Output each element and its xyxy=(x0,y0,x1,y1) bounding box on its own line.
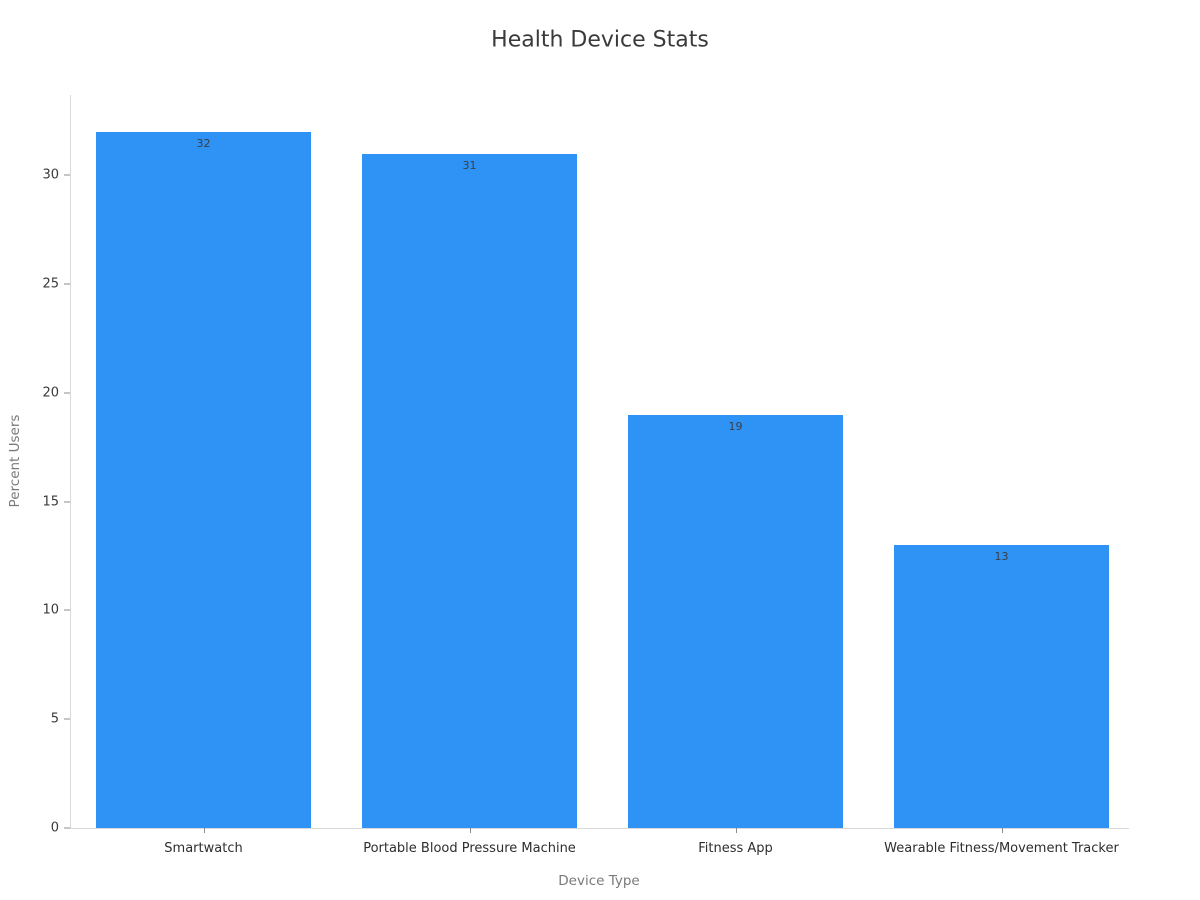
bar-value-label: 19 xyxy=(728,420,743,433)
y-tick-label: 0 xyxy=(50,820,59,836)
y-tick-mark xyxy=(64,283,70,285)
x-tick-label: Wearable Fitness/Movement Tracker xyxy=(884,841,1119,856)
bar xyxy=(628,415,843,828)
plot-area: 0 5 10 15 20 25 30 32 Smartwatch 31 Portable Blood… xyxy=(42,95,1129,856)
bar xyxy=(96,132,311,828)
x-tick-mark xyxy=(1001,828,1003,833)
y-tick-label: 30 xyxy=(42,167,59,183)
bar xyxy=(362,154,577,828)
y-tick-mark xyxy=(64,609,70,611)
y-tick-label: 15 xyxy=(42,494,59,510)
bar-value-label: 31 xyxy=(462,159,477,172)
y-tick-label: 20 xyxy=(42,385,59,401)
y-tick-label: 25 xyxy=(42,276,59,292)
bar-value-label: 13 xyxy=(994,550,1009,563)
y-tick-mark xyxy=(64,718,70,720)
y-tick-mark xyxy=(64,174,70,176)
x-tick-label: Portable Blood Pressure Machine xyxy=(363,841,576,856)
chart-title: Health Device Stats xyxy=(491,27,709,53)
y-tick-mark xyxy=(64,827,70,829)
bar-value-label: 32 xyxy=(196,137,211,150)
x-axis-title: Device Type xyxy=(558,873,640,889)
x-tick-mark xyxy=(203,828,205,833)
x-tick-label: Smartwatch xyxy=(164,841,243,856)
x-tick-mark xyxy=(469,828,471,833)
y-tick-mark xyxy=(64,501,70,503)
y-tick-label: 10 xyxy=(42,602,59,618)
x-tick-label: Fitness App xyxy=(698,841,773,856)
x-tick-mark xyxy=(735,828,737,833)
y-tick-label: 5 xyxy=(50,711,59,727)
y-tick-mark xyxy=(64,392,70,394)
bar xyxy=(894,545,1109,828)
